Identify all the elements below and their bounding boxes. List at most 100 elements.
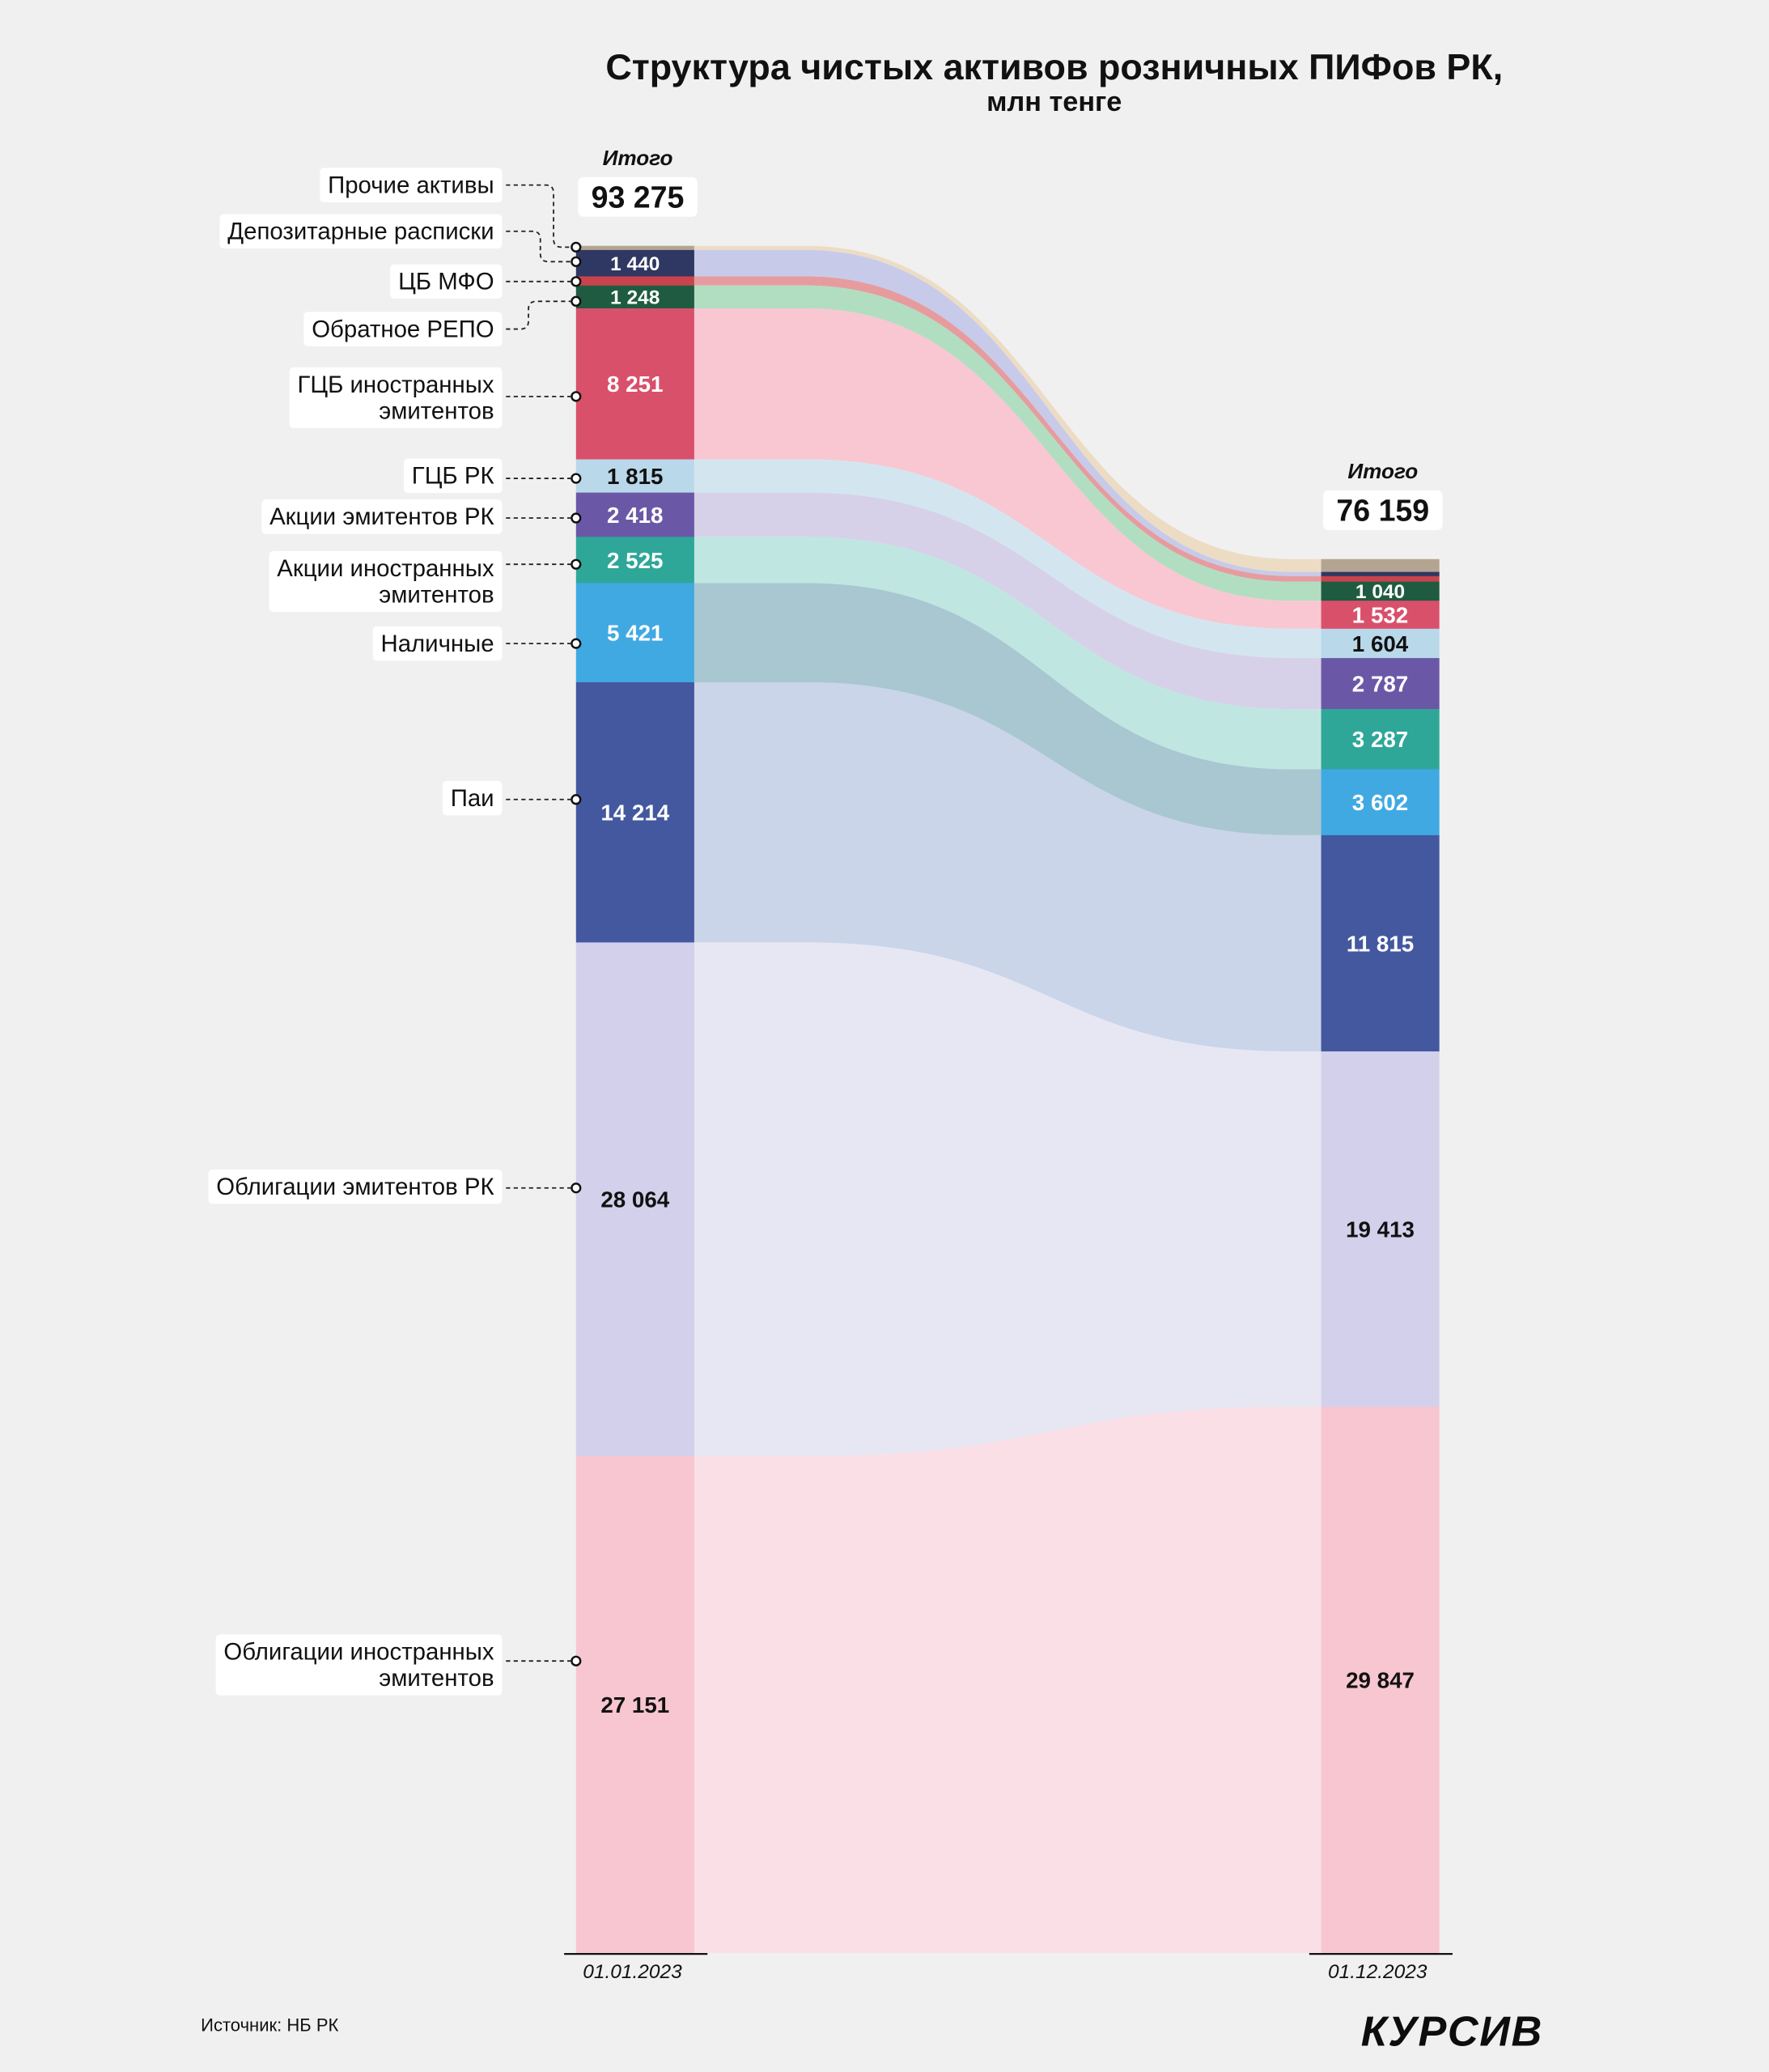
- value-label: 1 440: [610, 253, 660, 275]
- category-label: Депозитарные расписки: [219, 214, 582, 267]
- category-label-background: [303, 312, 503, 346]
- bar-segment: [1321, 834, 1440, 1052]
- category-label-text: Обратное РЕПО: [312, 316, 494, 342]
- bar-segment: [1321, 571, 1440, 577]
- bar-segment: [1321, 769, 1440, 836]
- bar-segment: [575, 583, 694, 683]
- category-label-text: эмитентов: [379, 1665, 494, 1692]
- category-label-text: эмитентов: [379, 398, 494, 425]
- category-label-text: Депозитарные расписки: [227, 219, 494, 245]
- value-label: 3 287: [1352, 727, 1408, 752]
- x-tick-label: 01.12.2023: [1328, 1961, 1428, 1983]
- connector-dot: [571, 295, 582, 307]
- bar-segment: [575, 1456, 694, 1954]
- connector-dot: [571, 638, 582, 649]
- category-label-background: [215, 1634, 503, 1696]
- flow-band: [694, 537, 1321, 770]
- category-label: Наличные: [372, 626, 582, 661]
- x-tick-label: 01.01.2023: [583, 1961, 682, 1983]
- flow-band: [694, 942, 1321, 1457]
- category-label-background: [372, 626, 503, 661]
- source-note: Источник: НБ РК: [201, 2015, 338, 2035]
- bar-segment: [575, 245, 694, 251]
- total-caption: Итого: [603, 146, 673, 170]
- bar-segment: [575, 492, 694, 537]
- connector-dot: [571, 558, 582, 570]
- bar-segment: [575, 249, 694, 277]
- category-label-text: Акции иностранных: [277, 555, 494, 582]
- category-label-text: Паи: [451, 785, 494, 812]
- total-badge: [578, 176, 698, 217]
- value-label: 19 413: [1346, 1217, 1415, 1242]
- bar-segment: [1321, 1051, 1440, 1408]
- category-labels: Прочие активы Депозитарные расписки ЦБ МФО…: [208, 168, 582, 1696]
- category-label-text: Наличные: [380, 631, 494, 657]
- bar-segment: [1321, 628, 1440, 659]
- category-label-background: [320, 168, 503, 202]
- flow-band: [694, 583, 1321, 835]
- brand-logo: КУРСИВ: [1361, 2008, 1543, 2055]
- category-label: Паи: [442, 780, 582, 816]
- category-label: ЦБ МФО: [390, 264, 582, 299]
- value-labels: 1 440 1 248 8 251 1 815 2 418 2 525 5 421 14 21…: [600, 253, 1415, 1717]
- category-label-background: [442, 780, 503, 816]
- category-label-text: эмитентов: [379, 582, 494, 609]
- category-label-background: [390, 264, 503, 299]
- value-label: 5 421: [607, 621, 663, 646]
- bar-segment: [1321, 575, 1440, 582]
- bar-segment: [575, 681, 694, 943]
- category-label-background: [404, 458, 503, 494]
- value-label: 1 040: [1355, 581, 1405, 603]
- bar-segment: [575, 276, 694, 287]
- bar-segment: [575, 459, 694, 493]
- connector-dot: [571, 391, 582, 402]
- flow-band: [694, 459, 1321, 659]
- value-label: 28 064: [600, 1187, 669, 1212]
- flow-band: [694, 308, 1321, 629]
- connector-dot: [571, 276, 582, 287]
- total-annotations: Итого 93 275 Итого 76 159: [578, 146, 1443, 530]
- category-label: ГЦБ РК: [404, 458, 582, 494]
- category-label: Прочие активы: [320, 168, 582, 253]
- x-axis: 01.01.2023 01.12.2023: [564, 1952, 1453, 1983]
- total-caption: Итого: [1347, 459, 1418, 483]
- bar-segment: [1321, 658, 1440, 710]
- bar-segment: [575, 942, 694, 1457]
- connector-dot: [571, 241, 582, 253]
- category-label-text: ГЦБ иностранных: [297, 372, 494, 398]
- value-label: 11 815: [1347, 931, 1414, 956]
- value-label: 2 787: [1352, 672, 1408, 697]
- value-label: 29 847: [1346, 1668, 1415, 1693]
- bar-segment: [1321, 558, 1440, 572]
- value-label: 27 151: [600, 1692, 669, 1717]
- bar-segment: [1321, 1407, 1440, 1954]
- total-badge: [1323, 490, 1443, 530]
- category-label-background: [269, 550, 503, 612]
- category-label: Обратное РЕПО: [303, 295, 582, 346]
- category-label: Облигации эмитентов РК: [208, 1169, 582, 1204]
- total-value: 93 275: [592, 180, 685, 214]
- category-label-text: Облигации иностранных: [223, 1639, 494, 1666]
- connector-line: [506, 230, 571, 263]
- connector-line: [506, 300, 571, 330]
- bar-segment: [1321, 581, 1440, 601]
- connector-dot: [571, 794, 582, 805]
- bar-segment: [575, 285, 694, 309]
- connector-dot: [571, 473, 582, 484]
- value-label: 1 815: [607, 464, 663, 489]
- bar-segment: [575, 308, 694, 460]
- connector-dot: [571, 512, 582, 524]
- flow-bands: [694, 245, 1321, 1953]
- value-label: 8 251: [607, 372, 663, 397]
- value-label: 14 214: [600, 800, 669, 826]
- chart-title: Структура чистых активов розничных ПИФов…: [605, 46, 1503, 87]
- bar-segment: [1321, 601, 1440, 630]
- category-label-background: [261, 499, 503, 534]
- category-label-text: Прочие активы: [328, 172, 494, 198]
- category-label-background: [289, 367, 503, 429]
- flow-band: [694, 1407, 1321, 1953]
